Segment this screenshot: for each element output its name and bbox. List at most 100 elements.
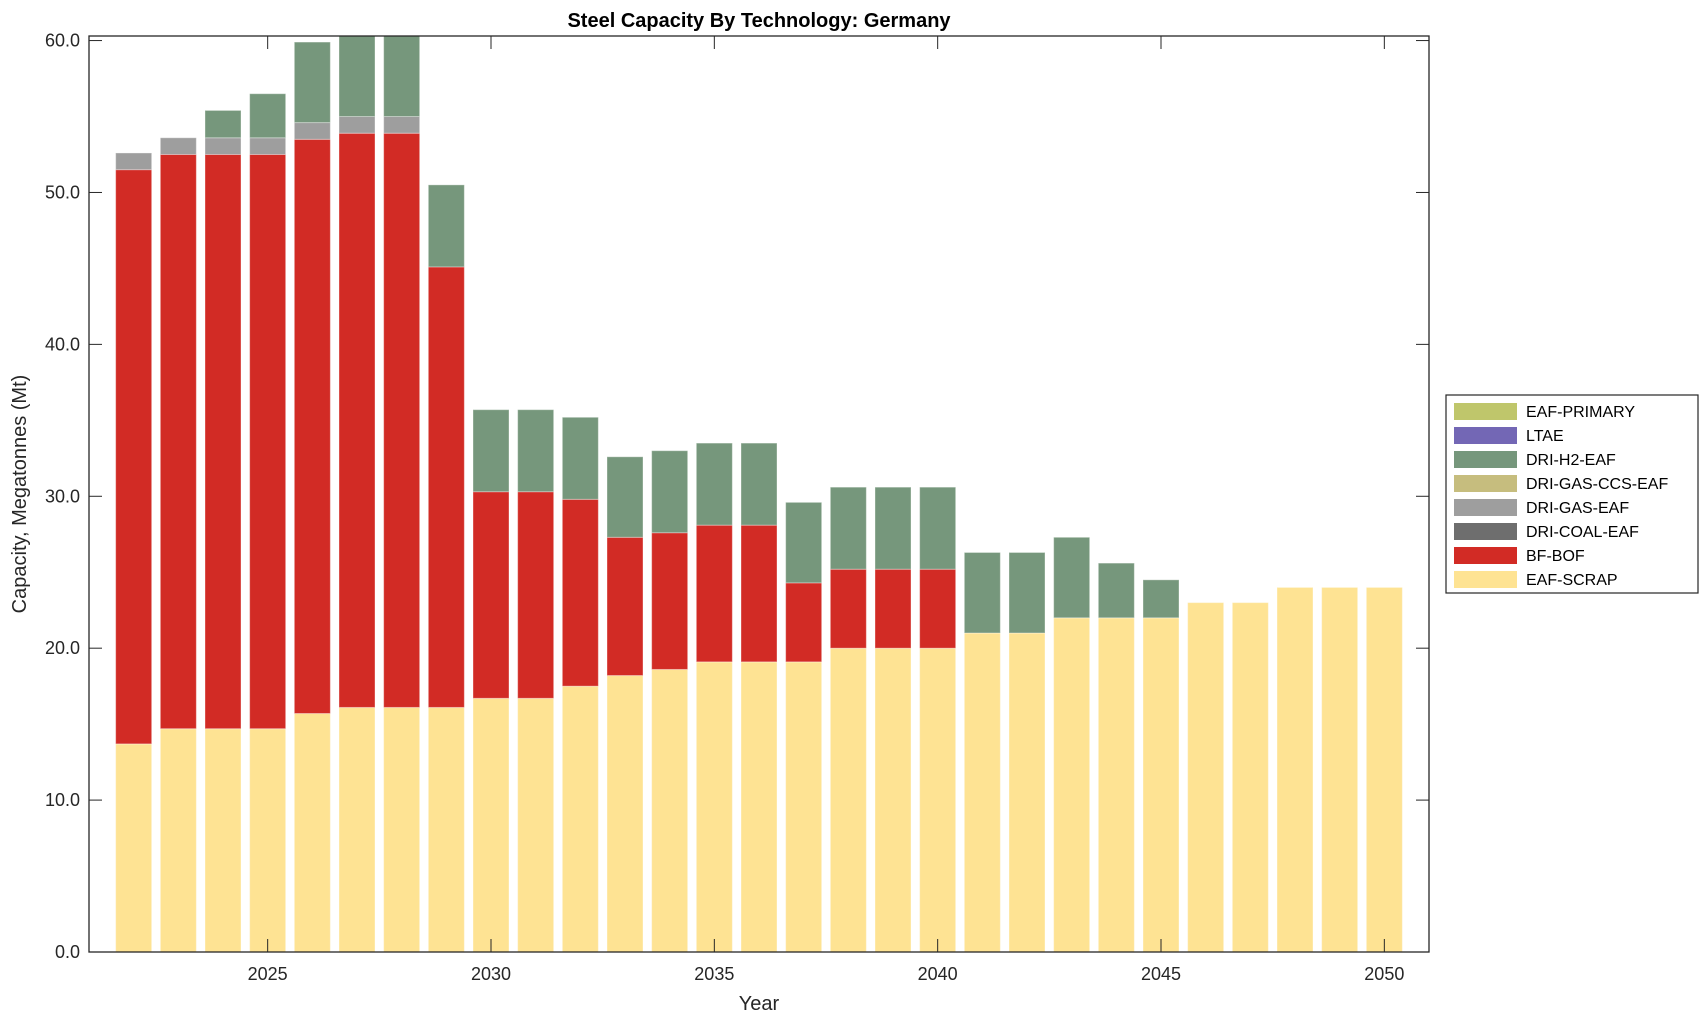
- bar-eaf-scrap-2032: [561, 685, 599, 952]
- legend-label-dri-coal-eaf: DRI-COAL-EAF: [1526, 524, 1639, 541]
- bar-eaf-scrap-2033: [606, 675, 644, 952]
- bar-eaf-scrap-2046: [1187, 602, 1225, 952]
- bar-eaf-scrap-2031: [517, 697, 555, 952]
- bar-dri-h2-eaf-2035: [695, 442, 733, 526]
- bar-dri-h2-eaf-2036: [740, 442, 778, 526]
- y-tick-label: 20.0: [45, 638, 80, 658]
- legend-swatch-eaf-primary: [1454, 403, 1517, 420]
- bar-dri-h2-eaf-2045: [1142, 579, 1180, 619]
- bar-dri-h2-eaf-2039: [874, 486, 912, 570]
- legend-swatch-eaf-scrap: [1454, 571, 1517, 588]
- bar-bf-bof-2039: [874, 568, 912, 649]
- bar-eaf-scrap-2028: [383, 706, 421, 952]
- bar-dri-h2-eaf-2027: [338, 36, 376, 118]
- bar-eaf-scrap-2034: [651, 668, 689, 952]
- legend-label-dri-gas-ccs-eaf: DRI-GAS-CCS-EAF: [1526, 476, 1668, 493]
- bar-bf-bof-2037: [785, 582, 823, 663]
- legend-swatch-dri-gas-eaf: [1454, 499, 1517, 516]
- bar-bf-bof-2023: [159, 153, 197, 730]
- bar-eaf-scrap-2042: [1008, 632, 1046, 952]
- bar-bf-bof-2024: [204, 153, 242, 730]
- bar-dri-h2-eaf-2043: [1053, 536, 1091, 619]
- axes-group: 0.0 10.0 20.0 30.0 40.0 50.0 60.0 2025 2030 2035 2…: [45, 31, 1430, 984]
- bar-dri-h2-eaf-2040: [919, 486, 957, 570]
- x-tick-label: 2025: [248, 964, 288, 984]
- bar-eaf-scrap-2035: [695, 661, 733, 952]
- bar-dri-h2-eaf-2031: [517, 409, 555, 493]
- bar-bf-bof-2031: [517, 491, 555, 699]
- bar-eaf-scrap-2048: [1276, 586, 1314, 952]
- bar-eaf-scrap-2037: [785, 661, 823, 952]
- bar-dri-h2-eaf-2026: [293, 41, 331, 124]
- legend: EAF-PRIMARY LTAE DRI-H2-EAF DRI-GAS-CCS-EAF…: [1445, 394, 1699, 594]
- legend-label-bf-bof: BF-BOF: [1526, 548, 1585, 565]
- bar-dri-h2-eaf-2025: [249, 93, 287, 139]
- legend-label-dri-gas-eaf: DRI-GAS-EAF: [1526, 500, 1629, 517]
- legend-swatch-dri-coal-eaf: [1454, 523, 1517, 540]
- bar-eaf-scrap-2050: [1365, 586, 1403, 952]
- x-tick-label: 2030: [471, 964, 511, 984]
- bar-eaf-scrap-2044: [1097, 617, 1135, 952]
- bar-eaf-scrap-2036: [740, 661, 778, 952]
- bar-eaf-scrap-2027: [338, 706, 376, 952]
- y-tick-label: 30.0: [45, 486, 80, 506]
- chart-title: Steel Capacity By Technology: Germany: [567, 10, 951, 32]
- bar-dri-gas-eaf-2023: [159, 137, 197, 155]
- y-tick-label: 40.0: [45, 334, 80, 354]
- bar-dri-gas-eaf-2024: [204, 137, 242, 155]
- bar-bf-bof-2022: [115, 169, 153, 745]
- legend-swatch-dri-gas-ccs-eaf: [1454, 475, 1517, 492]
- bar-bf-bof-2036: [740, 524, 778, 663]
- y-tick-label: 50.0: [45, 182, 80, 202]
- legend-swatch-ltae: [1454, 427, 1517, 444]
- bar-bf-bof-2034: [651, 532, 689, 670]
- bar-dri-h2-eaf-2034: [651, 450, 689, 534]
- bar-eaf-scrap-2026: [293, 713, 331, 952]
- bar-dri-h2-eaf-2033: [606, 456, 644, 538]
- bar-dri-gas-eaf-2026: [293, 122, 331, 140]
- legend-swatch-bf-bof: [1454, 547, 1517, 564]
- y-tick-label: 10.0: [45, 790, 80, 810]
- bar-bf-bof-2027: [338, 132, 376, 708]
- bar-bf-bof-2035: [695, 524, 733, 663]
- y-tick-label: 60.0: [45, 31, 80, 51]
- x-axis-label: Year: [739, 993, 780, 1015]
- bar-dri-h2-eaf-2044: [1097, 562, 1135, 619]
- bar-dri-h2-eaf-2042: [1008, 551, 1046, 634]
- y-tick-label: 0.0: [55, 942, 80, 962]
- bar-eaf-scrap-2043: [1053, 617, 1091, 952]
- bar-bf-bof-2040: [919, 568, 957, 649]
- x-tick-label: 2045: [1141, 964, 1181, 984]
- bar-eaf-scrap-2022: [115, 743, 153, 952]
- bar-eaf-scrap-2049: [1321, 586, 1359, 952]
- plot-area-frame: [88, 35, 1430, 953]
- bar-bf-bof-2026: [293, 138, 331, 715]
- bar-dri-h2-eaf-2037: [785, 501, 823, 584]
- bar-dri-h2-eaf-2041: [963, 551, 1001, 634]
- bar-bf-bof-2029: [427, 266, 465, 708]
- bar-eaf-scrap-2024: [204, 728, 242, 952]
- bar-bf-bof-2028: [383, 132, 421, 708]
- bar-bf-bof-2030: [472, 491, 510, 699]
- x-tick-label: 2050: [1364, 964, 1404, 984]
- legend-label-eaf-scrap: EAF-SCRAP: [1526, 572, 1618, 589]
- bar-bf-bof-2032: [561, 498, 599, 687]
- bar-eaf-scrap-2045: [1142, 617, 1180, 952]
- bar-eaf-scrap-2029: [427, 706, 465, 952]
- bar-bf-bof-2033: [606, 536, 644, 677]
- bar-eaf-scrap-2047: [1231, 602, 1269, 952]
- legend-swatch-dri-h2-eaf: [1454, 451, 1517, 468]
- bar-dri-h2-eaf-2032: [561, 416, 599, 500]
- bar-eaf-scrap-2023: [159, 728, 197, 952]
- legend-label-dri-h2-eaf: DRI-H2-EAF: [1526, 452, 1616, 469]
- bar-dri-h2-eaf-2038: [829, 486, 867, 570]
- legend-label-ltae: LTAE: [1526, 428, 1564, 445]
- x-tick-label: 2035: [694, 964, 734, 984]
- bar-dri-h2-eaf-2029: [427, 184, 465, 268]
- bar-bf-bof-2038: [829, 568, 867, 649]
- bar-eaf-scrap-2030: [472, 697, 510, 952]
- bar-eaf-scrap-2038: [829, 647, 867, 952]
- bar-eaf-scrap-2040: [919, 647, 957, 952]
- bar-dri-h2-eaf-2024: [204, 109, 242, 139]
